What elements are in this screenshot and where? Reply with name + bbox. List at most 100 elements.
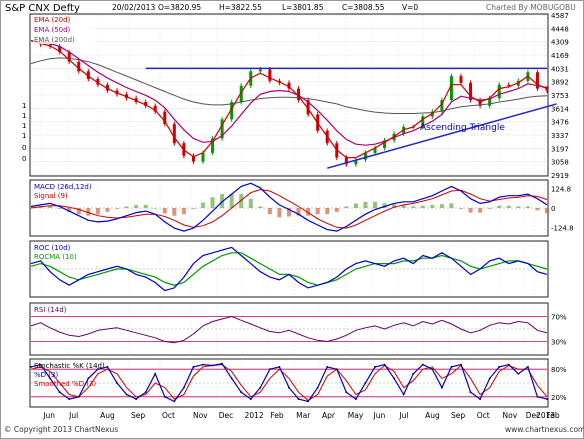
stoch-k-point	[240, 391, 243, 394]
price-axis-label: 4169	[551, 52, 569, 60]
stoch-k-point	[49, 377, 52, 380]
price-left-axis-label: 1	[22, 102, 26, 110]
macd-histogram-bar	[258, 206, 263, 208]
ema-20-line	[30, 40, 548, 159]
macd-histogram-bar	[248, 198, 253, 208]
macd-histogram-bar	[191, 208, 196, 209]
macd-histogram-bar	[115, 208, 119, 209]
price-panel	[29, 13, 549, 177]
price-candle-body	[287, 82, 291, 89]
price-left-axis-label: 1	[22, 112, 26, 120]
price-candle-body	[363, 152, 367, 160]
stoch-axis-label: 20%	[551, 394, 567, 402]
price-legend-bg	[33, 35, 95, 44]
macd-histogram-bar	[287, 208, 291, 217]
stoch-k-point	[421, 363, 424, 366]
roc-legend-entry: ROC (10d)	[34, 244, 71, 252]
macd-line	[30, 182, 548, 232]
ema-200-line	[30, 57, 548, 114]
price-candle-body	[268, 69, 272, 81]
price-candle-body	[497, 84, 501, 99]
price-candle-body	[258, 69, 262, 72]
stoch-k-point	[469, 391, 472, 394]
macd-histogram-bar	[497, 205, 502, 208]
header-high: H=3822.55	[219, 3, 262, 12]
price-candle-body	[354, 159, 358, 165]
price-candle-body	[297, 88, 301, 101]
month-tick-label: Mar	[296, 411, 311, 420]
stoch-k-point	[546, 398, 548, 400]
macd-histogram-bar	[363, 201, 368, 208]
macd-histogram-bar	[545, 208, 549, 214]
price-candle-body	[105, 84, 109, 91]
month-tick-label: Dec	[526, 411, 541, 420]
macd-legend-entry: MACD (26d,12d)	[34, 183, 92, 191]
month-tick-label: Jun	[42, 411, 55, 420]
rsi-axis-label: 30%	[551, 339, 567, 347]
macd-legend-entry: Signal (9)	[34, 192, 68, 200]
stoch-k-point	[383, 363, 386, 366]
macd-histogram-bar	[315, 208, 320, 215]
macd-histogram-bar	[439, 204, 444, 208]
month-tick-label: May	[348, 411, 364, 420]
stoch-k-point	[211, 364, 214, 367]
stoch-k-point	[135, 398, 138, 400]
stoch-k-point	[173, 400, 176, 403]
footer-copyright: © Copyright 2013 ChartNexus	[4, 425, 118, 434]
price-legend-entry: EMA (50d)	[34, 26, 71, 34]
price-legend-entry: EMA (20d)	[34, 16, 71, 24]
stoch-k-point	[450, 366, 453, 368]
price-axis-label: 4309	[551, 39, 569, 47]
macd-histogram-bar	[535, 208, 540, 211]
month-tick-label: Jun	[373, 411, 386, 420]
stoch-k-point	[106, 366, 109, 368]
stoch-k-point	[431, 368, 434, 371]
rsi-panel	[29, 302, 549, 356]
header-open: O=3820.95	[158, 3, 201, 12]
macd-histogram-bar	[487, 208, 492, 209]
macd-histogram-bar	[506, 205, 511, 208]
price-candle-body	[507, 84, 511, 86]
stoch-k-point	[249, 398, 252, 400]
stoch-k-point	[517, 372, 520, 375]
macd-histogram-bar	[181, 208, 186, 215]
series-layer	[29, 39, 557, 403]
price-candle-body	[478, 100, 482, 106]
price-axis-label: 3058	[551, 159, 569, 167]
price-axis-label: 3476	[551, 119, 569, 127]
price-candle-body	[67, 52, 71, 62]
month-tick-label: 2012	[245, 411, 264, 420]
price-legend-bg	[33, 15, 95, 24]
price-candle-body	[545, 88, 549, 91]
stoch-k-point	[364, 382, 367, 384]
macd-histogram-bar	[48, 205, 53, 208]
stoch-k-point	[498, 366, 501, 368]
macd-histogram-bar	[172, 208, 177, 216]
price-candle-body	[306, 100, 310, 115]
price-candle-body	[421, 116, 425, 127]
month-tick-label: Jul	[68, 411, 78, 420]
macd-histogram-bar	[478, 208, 483, 213]
macd-histogram-bar	[296, 208, 301, 216]
rsi-axis-label: 70%	[551, 314, 567, 322]
stoch-k-point	[30, 366, 32, 368]
macd-histogram-bar	[162, 208, 167, 214]
month-tick-label: Nov	[503, 411, 518, 420]
price-axis-label: 3197	[551, 145, 569, 153]
stoch-axis-label: 80%	[551, 366, 567, 374]
stoch-k-point	[345, 391, 348, 394]
stoch-k-point	[326, 366, 329, 368]
price-candle-body	[172, 124, 176, 144]
month-tick-label: 2013	[536, 411, 555, 420]
macd-histogram-bar	[229, 194, 234, 208]
rsi-line	[30, 315, 548, 344]
macd-histogram-bar	[373, 201, 377, 208]
stoch-k-point	[87, 377, 90, 380]
price-left-axis-label: 1	[22, 122, 26, 130]
label-layer: Jun Jul Aug Sep Oct Nov Dec 2012 Feb Mar Apr May Jun…	[22, 12, 574, 420]
macd-histogram-bar	[411, 206, 416, 208]
price-candle-body	[191, 155, 195, 162]
macd-histogram-bar	[57, 208, 62, 209]
macd-histogram-bar	[459, 208, 463, 209]
